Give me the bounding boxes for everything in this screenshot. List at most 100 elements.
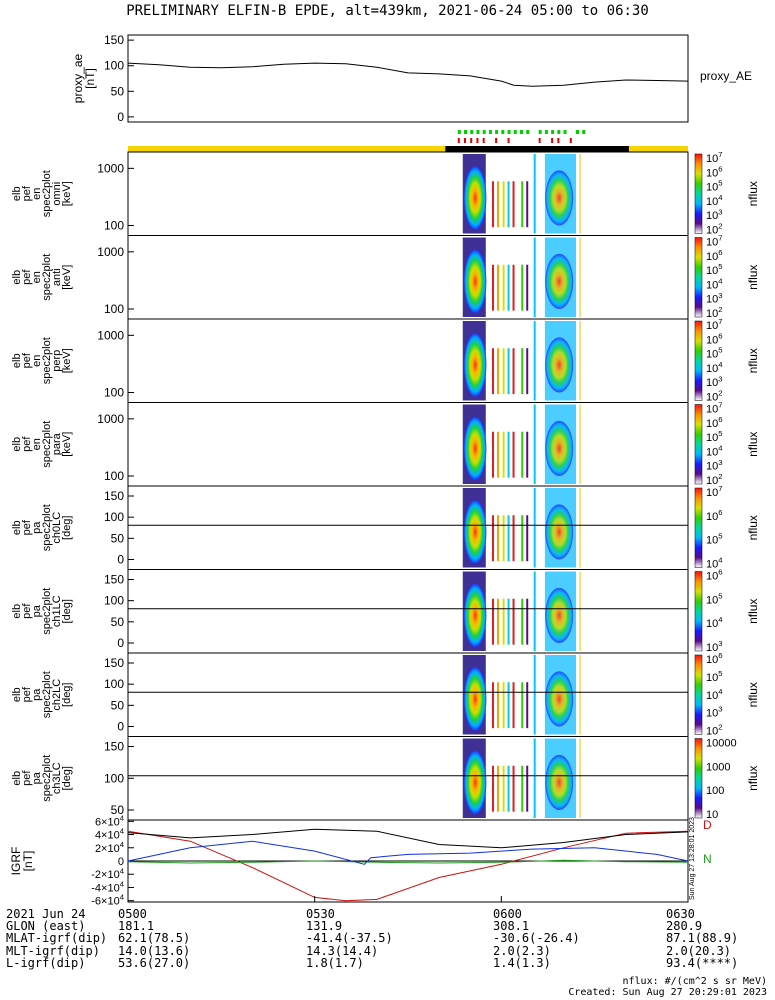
flux-stripe [579, 488, 582, 568]
units-note: nflux: #/(cm^2 s sr MeV) [622, 976, 768, 987]
colorbar-tick-label: 106 [706, 508, 723, 523]
y-tick-label: 100 [104, 219, 124, 233]
marker-green [563, 130, 567, 134]
y-axis-label: elbpefpaspec2plotch2LC[deg] [11, 671, 73, 718]
marker-red [569, 138, 572, 143]
flux-blob [545, 754, 574, 810]
flux-stripe [579, 321, 582, 401]
footer-value: 181.1 [118, 919, 155, 934]
spectrogram-data [462, 321, 582, 401]
flux-stripe [526, 181, 529, 228]
flux-stripe [496, 431, 499, 478]
footer-value: 0630 [666, 907, 695, 921]
y-tick-label: 150 [104, 740, 124, 754]
y-tick-label: 150 [104, 573, 124, 587]
flux-stripe [533, 237, 536, 317]
colorbar-tick-label: 105 [706, 591, 723, 606]
marker-green [520, 130, 523, 134]
flux-stripe [502, 181, 505, 228]
colorbar-tick-label: 103 [706, 207, 723, 222]
colorbar-tick-label: 104 [706, 276, 723, 291]
spectrogram-data [462, 488, 582, 568]
marker-green [464, 130, 467, 134]
marker-red [476, 138, 479, 143]
footer-row-glon: GLON (east) 181.1 131.9 308.1 280.9 [6, 920, 766, 932]
footer-label: GLON (east) [6, 919, 86, 934]
flux-stripe [507, 765, 510, 812]
orbit-sunlit-bar [128, 146, 688, 152]
flux-stripe [492, 431, 494, 478]
marker-green [538, 130, 542, 134]
marker-red [538, 138, 541, 143]
flux-stripe [512, 181, 515, 228]
flux-stripe [502, 348, 505, 395]
y-axis-label: elbpefpaspec2plotch3LC[deg] [11, 755, 73, 802]
flux-stripe [502, 515, 505, 562]
flux-blob [464, 333, 487, 397]
colorbar-tick-label: 100 [706, 785, 724, 797]
chart-title: PRELIMINARY ELFIN-B EPDE, alt=439km, 202… [126, 3, 649, 19]
y-tick-label: 0 [117, 110, 124, 124]
flux-stripe [521, 598, 524, 645]
y-tick-label: 100 [104, 771, 124, 785]
colorbar [694, 153, 703, 234]
y-tick-label: 1000 [97, 412, 124, 426]
colorbar-tick-label: 10 [706, 809, 718, 821]
footer-label: 2021 Jun 24 [6, 907, 86, 921]
y-tick-label: 50 [111, 698, 125, 712]
colorbar-label: nflux [746, 181, 760, 206]
igrf-label-d: D [703, 818, 712, 832]
flux-stripe [502, 765, 505, 812]
orbit-shadow-bar [445, 146, 629, 152]
flux-blob [545, 253, 574, 309]
y-axis-label: elbpefenspec2plotpara[keV] [11, 421, 73, 468]
marker-green [488, 130, 492, 134]
y-tick-label: 100 [104, 59, 124, 73]
y-tick-label: 1000 [97, 161, 124, 175]
footer-row-lshell: L-igrf(dip) 53.6(27.0) 1.8(1.7) 1.4(1.3)… [6, 957, 766, 969]
y-tick-label: 0 [117, 636, 124, 650]
igrf-series-line [127, 828, 689, 849]
colorbar-tick-label: 107 [706, 150, 723, 165]
timestamp-note: Sun Aug 27 13:28:01 2023 [689, 817, 696, 900]
flux-stripe [526, 765, 529, 812]
marker-green [526, 130, 530, 134]
flux-stripe [507, 431, 510, 478]
colorbar [694, 654, 703, 735]
y-axis-label: elbpefenspec2plotperp[keV] [11, 337, 73, 384]
colorbar-tick-label: 106 [706, 568, 723, 583]
proxy-ae-frame [127, 34, 689, 123]
colorbar-tick-label: 107 [706, 234, 723, 249]
y-tick-label: 1000 [97, 328, 124, 342]
footer-value: 308.1 [493, 919, 530, 934]
flux-stripe [533, 738, 536, 818]
flux-stripe [526, 598, 529, 645]
flux-stripe [512, 348, 515, 395]
y-tick-label: 150 [104, 656, 124, 670]
marker-green [551, 130, 555, 134]
flux-stripe [521, 515, 524, 562]
flux-stripe [502, 431, 505, 478]
colorbar-tick-label: 106 [706, 331, 723, 346]
flux-stripe [512, 682, 515, 729]
y-tick-label: 50 [111, 84, 125, 98]
colorbar-tick-label: 103 [706, 458, 723, 473]
colorbar-tick-label: 105 [706, 262, 723, 277]
spectrogram-data [462, 237, 582, 317]
flux-stripe [526, 515, 529, 562]
flux-stripe [492, 682, 494, 729]
flux-stripe [533, 488, 536, 568]
y-tick-label: 100 [104, 386, 124, 400]
footer-value: 14.0(13.6) [118, 943, 191, 958]
y-axis-label: elbpefenspec2plotomni[keV] [11, 170, 73, 217]
footer-row-mlt: MLT-igrf(dip) 14.0(13.6) 14.3(14.4) 2.0(… [6, 943, 766, 958]
flux-stripe [521, 181, 524, 228]
colorbar-tick-label: 104 [706, 360, 723, 375]
colorbar-tick-label: 103 [706, 291, 723, 306]
colorbar-label: nflux [746, 682, 760, 707]
footer-value: 0530 [306, 907, 335, 921]
y-tick-label: -4×104 [91, 880, 124, 895]
spectrogram-frame [127, 235, 689, 320]
marker-green [582, 130, 586, 134]
